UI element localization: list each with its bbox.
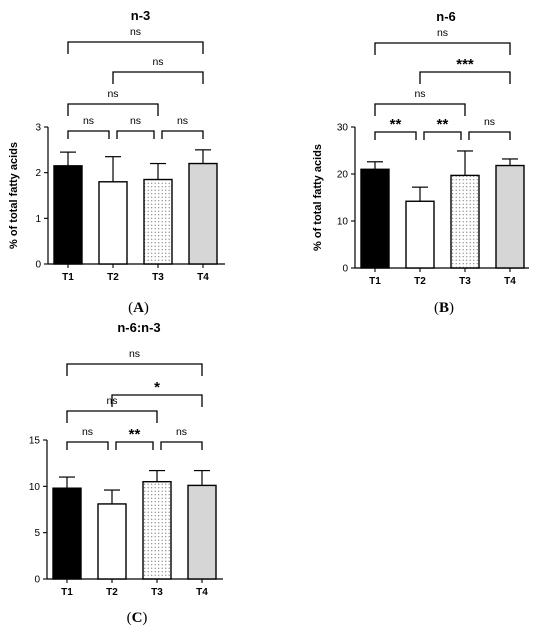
significance-label: ns [107, 88, 118, 100]
significance-label: ns [152, 56, 163, 68]
significance-bracket [67, 41, 204, 54]
y-tick-label: 10 [29, 482, 41, 493]
bar-t2 [405, 200, 435, 269]
significance-label: ns [177, 115, 188, 127]
x-tick-label-t1: T1 [369, 276, 381, 287]
x-tick-label-t1: T1 [62, 272, 74, 283]
bar-t4 [188, 162, 218, 265]
panel-label: (B) [434, 300, 454, 316]
significance-bracket [67, 103, 159, 116]
y-tick-label: 0 [342, 264, 348, 275]
chart-title: n-6 [436, 9, 456, 24]
x-tick-label-t3: T3 [459, 276, 471, 287]
panel-label: (A) [128, 300, 149, 316]
significance-bracket [468, 131, 511, 140]
y-tick-label: 3 [35, 123, 41, 134]
bar-t2 [98, 181, 128, 265]
chart-panel-b: n-6 0 10 20 30 % of total fatty acids T1 T2 T3 T4… [312, 9, 529, 316]
significance-label: ns [176, 426, 187, 438]
significance-label: ** [129, 426, 141, 443]
bar-t1 [52, 487, 82, 580]
significance-label: *** [456, 56, 474, 73]
x-tick-label-t2: T2 [107, 272, 119, 283]
y-tick-label: 10 [337, 217, 349, 228]
significance-bracket [160, 441, 203, 450]
bar-t4 [495, 164, 525, 269]
bar-t4 [187, 484, 217, 580]
x-tick-label-t2: T2 [414, 276, 426, 287]
bar-t1 [53, 165, 83, 265]
significance-label: ns [484, 116, 495, 128]
chart-title: n-3 [131, 8, 151, 23]
y-tick-label: 20 [337, 170, 349, 181]
significance-bracket [66, 363, 203, 376]
significance-bracket [115, 441, 154, 450]
bar-t3 [143, 178, 173, 265]
significance-bracket [374, 131, 417, 140]
significance-bracket [67, 130, 110, 139]
significance-label: ns [82, 426, 93, 438]
y-tick-label: 15 [29, 436, 41, 447]
significance-label: ns [437, 27, 448, 39]
significance-bracket [66, 441, 109, 450]
bar-t2 [97, 503, 127, 580]
significance-bracket [111, 394, 203, 407]
y-tick-label: 5 [34, 528, 40, 539]
significance-label: ns [129, 348, 140, 360]
x-tick-label-t2: T2 [106, 587, 118, 598]
bar-t3 [142, 481, 172, 580]
y-tick-label: 0 [34, 575, 40, 586]
significance-bracket [374, 103, 466, 116]
chart-title: n-6:n-3 [117, 320, 160, 335]
significance-bracket [112, 71, 204, 84]
significance-label: ** [390, 116, 402, 133]
significance-bracket [66, 410, 158, 423]
significance-bracket [161, 130, 204, 139]
significance-bracket [419, 71, 511, 84]
x-tick-label-t4: T4 [196, 587, 208, 598]
significance-label: ns [414, 88, 425, 100]
significance-label: ** [437, 116, 449, 133]
y-tick-label: 2 [35, 168, 41, 179]
x-tick-label-t3: T3 [152, 272, 164, 283]
panel-label: (C) [127, 610, 148, 626]
y-axis-label: % of total fatty acids [312, 144, 324, 251]
x-tick-label-t3: T3 [151, 587, 163, 598]
y-tick-label: 1 [35, 214, 41, 225]
y-tick-label: 30 [337, 123, 349, 134]
y-axis-label: % of total fatty acids [8, 142, 20, 249]
x-tick-label-t1: T1 [61, 587, 73, 598]
significance-label: ns [130, 26, 141, 38]
significance-label: ns [130, 115, 141, 127]
x-tick-label-t4: T4 [197, 272, 209, 283]
x-tick-label-t4: T4 [504, 276, 516, 287]
bar-t3 [450, 174, 480, 269]
chart-panel-a: n-3 0 1 2 3 % of total fatty acids T1 T2 T3 T4 ns n… [8, 8, 225, 316]
bar-t1 [360, 168, 390, 269]
significance-bracket [116, 130, 155, 139]
significance-label: ns [83, 115, 94, 127]
significance-label: * [154, 379, 160, 396]
significance-bracket [374, 42, 511, 55]
significance-bracket [423, 131, 462, 140]
y-tick-label: 0 [35, 260, 41, 271]
